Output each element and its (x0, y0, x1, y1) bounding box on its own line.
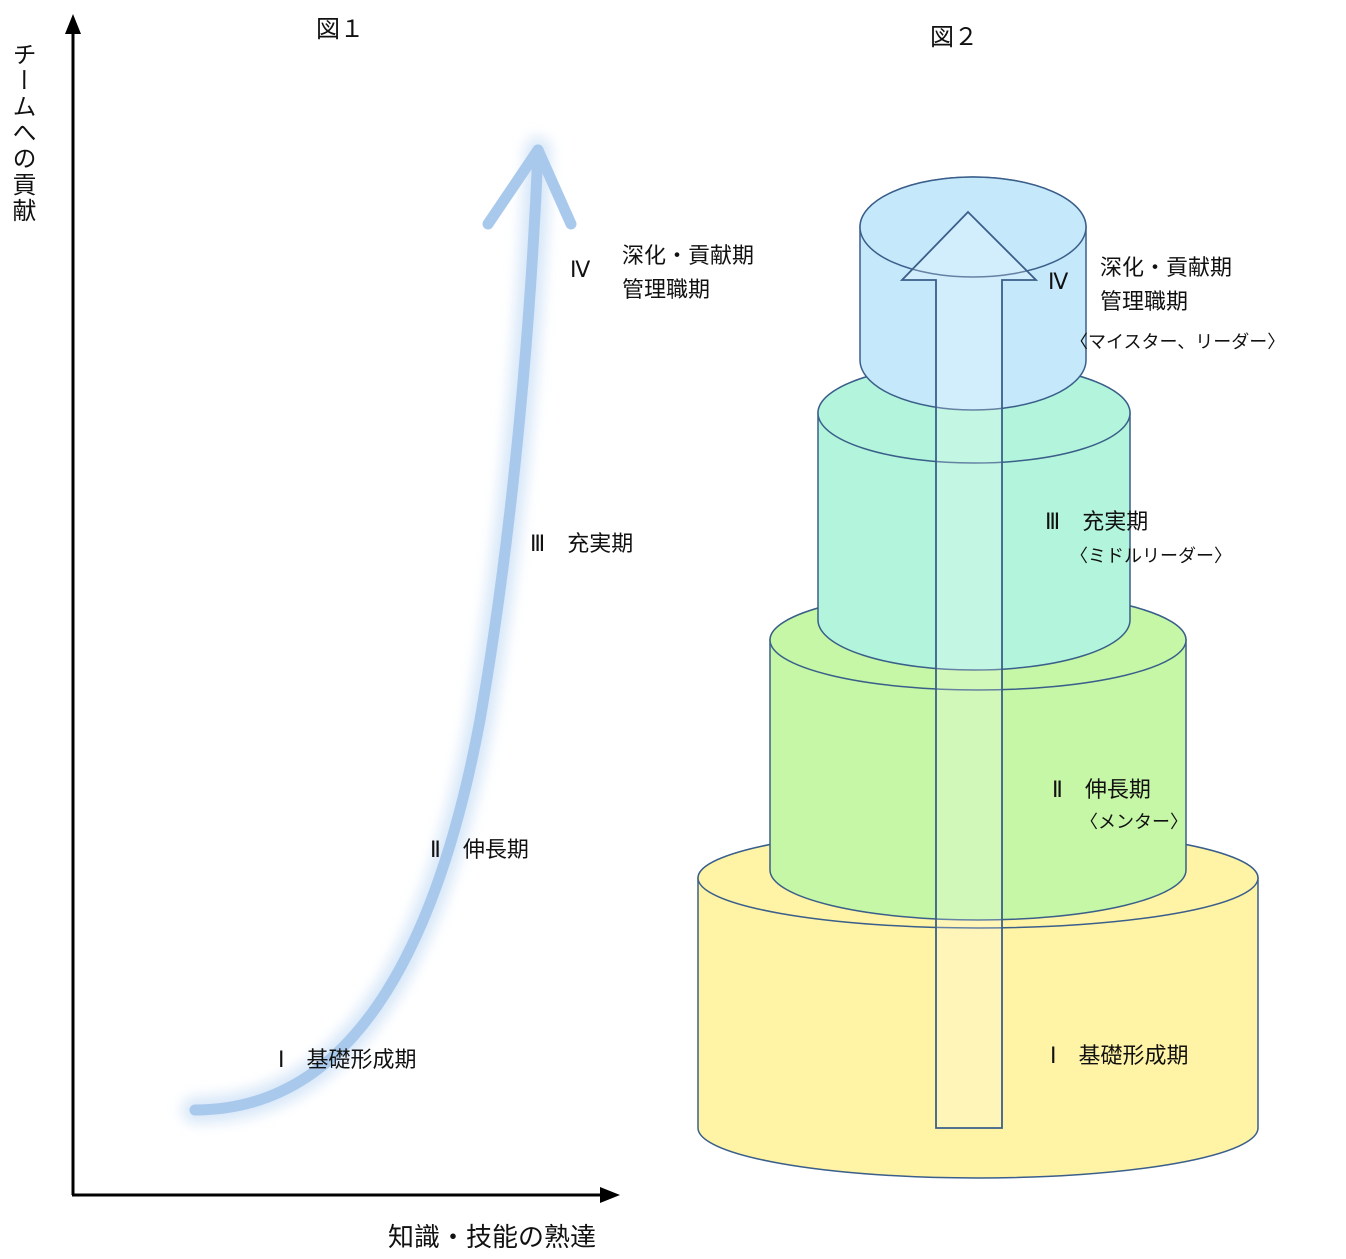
figure1-axes (65, 14, 620, 1203)
stage-name: 充実期 (567, 532, 634, 557)
fig2-tier-3-role: 〈ミドルリーダー〉 (1070, 546, 1232, 567)
fig2-tier-4-name: 深化・貢献期 (1100, 256, 1233, 281)
tier-name: 充実期 (1082, 510, 1149, 535)
x-axis-label: 知識・技能の熟達 (388, 1223, 597, 1253)
figure2-tower (697, 176, 1259, 1179)
fig2-tier-4-role: 〈マイスター、リーダー〉 (1070, 332, 1286, 353)
y-axis-label: チームへの貢献 (8, 42, 36, 224)
stage-numeral: Ⅱ (430, 838, 441, 863)
figure2-title: 図２ (930, 23, 978, 51)
fig1-stage-3-label: Ⅲ 充実期 (530, 530, 633, 560)
stage-name: 基礎形成期 (306, 1048, 417, 1073)
stage-numeral: Ⅰ (278, 1048, 285, 1073)
tier-name: 基礎形成期 (1078, 1044, 1189, 1069)
fig2-tier-3-label: Ⅲ 充実期 (1045, 508, 1148, 538)
fig1-stage-4-name2: 管理職期 (622, 278, 711, 303)
curve-arrowhead (482, 144, 577, 230)
fig2-tier-2-label: Ⅱ 伸長期 (1052, 776, 1151, 806)
x-axis-arrowhead (600, 1187, 620, 1203)
tier-4-cylinder (859, 176, 1087, 411)
tier-numeral: Ⅱ (1052, 778, 1063, 803)
stage-numeral: Ⅲ (530, 532, 546, 557)
y-axis-arrowhead (65, 14, 81, 34)
fig2-tier-4-numeral: Ⅳ (1048, 270, 1069, 295)
tier-numeral: Ⅰ (1050, 1044, 1057, 1069)
fig1-stage-4-numeral: Ⅳ (570, 258, 591, 283)
fig2-tier-2-role: 〈メンター〉 (1080, 812, 1188, 833)
tier-numeral: Ⅲ (1045, 510, 1061, 535)
fig2-tier-1-label: Ⅰ 基礎形成期 (1050, 1042, 1189, 1072)
fig2-tier-4-name2: 管理職期 (1100, 290, 1189, 315)
fig1-stage-4-name: 深化・貢献期 (622, 244, 755, 269)
fig1-stage-2-label: Ⅱ 伸長期 (430, 836, 529, 866)
figure1-title: 図１ (316, 15, 364, 43)
tower-arrow (899, 210, 1039, 1129)
tier-name: 伸長期 (1084, 778, 1151, 803)
growth-curve (182, 137, 577, 1123)
stage-name: 伸長期 (462, 838, 529, 863)
fig1-stage-1-label: Ⅰ 基礎形成期 (278, 1046, 417, 1076)
